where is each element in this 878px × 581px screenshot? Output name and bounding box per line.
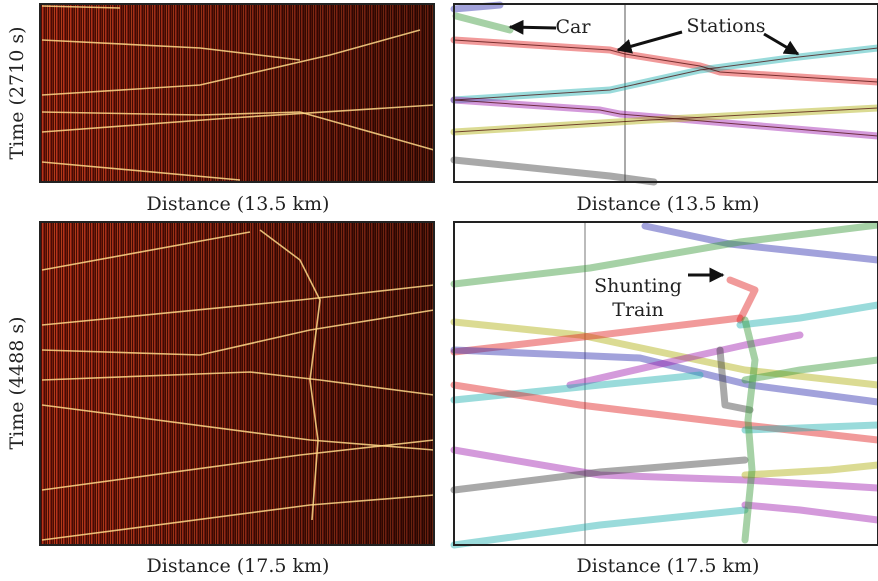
x-axis-label: Distance (17.5 km) [577,555,760,577]
annotation: Car [556,16,592,38]
annotation: Shunting [594,275,682,297]
annotation: Train [612,299,663,321]
tracks-top [454,4,878,182]
heatmap-top [40,4,434,182]
figure: Time (2710 s) Distance (13.5 km) Car Sta… [0,0,878,581]
x-axis-label: Distance (13.5 km) [577,193,760,215]
annotation: Stations [686,15,765,37]
x-axis-label: Distance (17.5 km) [147,555,330,577]
y-axis-label: Time (2710 s) [6,26,28,159]
y-axis-label: Time (4488 s) [6,316,28,449]
tracks-bottom [454,222,878,545]
x-axis-label: Distance (13.5 km) [147,193,330,215]
heatmap-bottom [40,222,434,545]
